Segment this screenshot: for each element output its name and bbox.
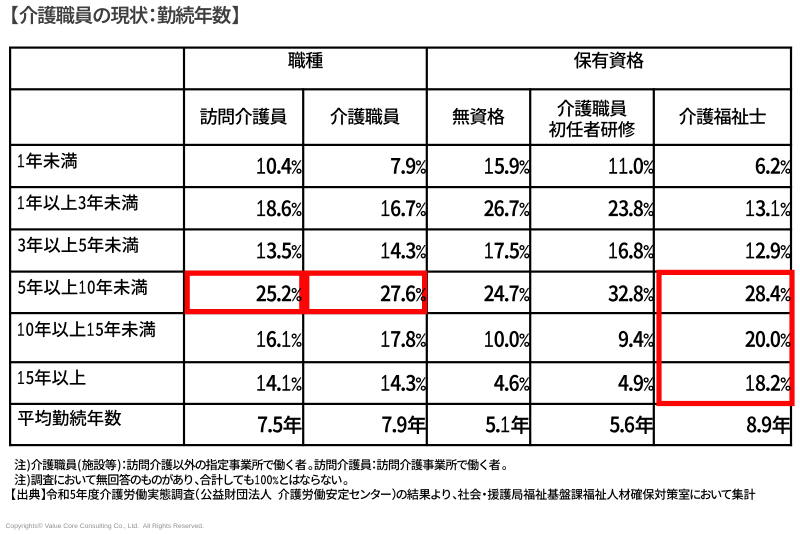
svg-text:Copyrights© Value Core Consult: Copyrights© Value Core Consulting Co., L… — [6, 522, 205, 530]
